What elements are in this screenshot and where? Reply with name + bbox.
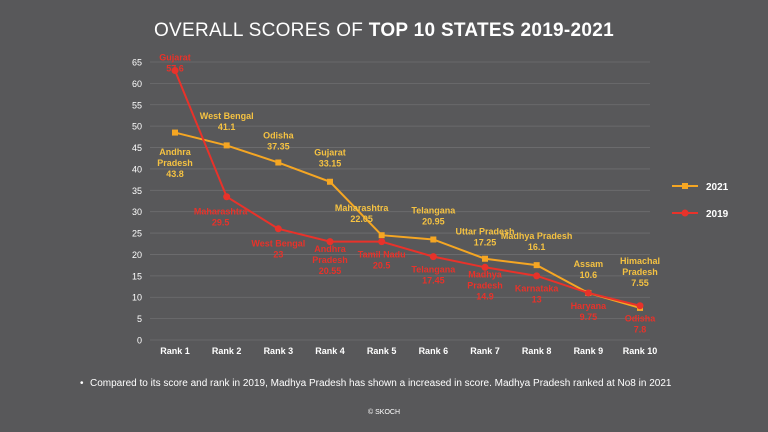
data-point-2021	[275, 159, 282, 166]
data-label-2021: Gujarat 33.15	[314, 148, 346, 169]
data-label-2021: Madhya Pradesh 16.1	[501, 231, 573, 252]
data-point-2019	[378, 238, 386, 246]
data-point-2019	[584, 289, 592, 297]
data-label-2021: Maharashtra 22.05	[335, 203, 390, 224]
data-label-2019: Odisha 7.8	[625, 314, 657, 335]
data-label-2021: Assam 10.6	[574, 259, 604, 280]
data-label-2019: Haryana 9.75	[571, 301, 608, 322]
data-point-2019	[223, 193, 231, 201]
data-label-2021: Uttar Pradesh 17.25	[455, 227, 514, 248]
y-tick-label: 25	[132, 229, 142, 239]
data-point-2019	[481, 263, 489, 271]
y-tick-label: 5	[137, 314, 142, 324]
data-label-2019: Madhya Pradesh 14.9	[467, 270, 503, 302]
data-label-2019: Maharashtra 29.5	[194, 207, 249, 228]
y-tick-label: 35	[132, 186, 142, 196]
legend-label-2021: 2021	[706, 182, 729, 193]
y-tick-label: 60	[132, 79, 142, 89]
data-point-2021	[378, 232, 385, 239]
data-label-2019: Telangana 17.45	[411, 264, 456, 285]
y-tick-label: 10	[132, 293, 142, 303]
data-label-2019: Andhra Pradesh 20.55	[312, 244, 348, 276]
footnote: • Compared to its score and rank in 2019,…	[80, 377, 690, 391]
data-point-2019	[533, 272, 541, 280]
x-tick-label: Rank 6	[419, 346, 449, 356]
series-line-2021	[174, 131, 641, 309]
y-tick-label: 20	[132, 250, 142, 260]
data-label-2019: Tamil Nadu 20.5	[358, 249, 406, 270]
data-label-2021: Himachal Pradesh 7.55	[620, 256, 660, 288]
y-tick-label: 50	[132, 122, 142, 132]
data-point-2021	[533, 262, 540, 269]
data-label-2021: Andhra Pradesh 43.8	[157, 147, 193, 179]
x-tick-label: Rank 4	[315, 346, 345, 356]
legend-marker-2021	[682, 183, 688, 189]
x-tick-label: Rank 7	[470, 346, 500, 356]
data-label-2019: West Bengal 23	[251, 239, 305, 260]
chart-title-prefix: OVERALL SCORES OF	[153, 20, 369, 41]
data-point-2019	[429, 253, 437, 261]
x-tick-label: Rank 1	[160, 346, 190, 356]
y-tick-label: 65	[132, 58, 142, 68]
x-tick-label: Rank 5	[367, 346, 397, 356]
chart-title-emphasis: TOP 10 STATES 2019-2021	[368, 20, 615, 41]
data-point-2021	[223, 142, 230, 149]
legend-marker-2019	[681, 209, 689, 217]
bullet-marker: •	[80, 378, 84, 389]
data-label-2021: West Bengal 41.1	[200, 111, 254, 132]
x-tick-label: Rank 9	[574, 346, 604, 356]
y-tick-label: 0	[137, 336, 142, 346]
copyright: © SKOCH	[368, 409, 400, 416]
data-label-2019: Karnataka 13	[515, 284, 560, 305]
x-tick-label: Rank 3	[264, 346, 294, 356]
chart-title: OVERALL SCORES OF TOP 10 STATES 2019-202…	[0, 20, 768, 42]
data-point-2019	[171, 67, 179, 75]
y-tick-label: 45	[132, 143, 142, 153]
footnote-text: Compared to its score and rank in 2019, …	[90, 378, 672, 389]
data-label-2021: Telangana 20.95	[411, 205, 456, 226]
data-label-2021: Odisha 37.35	[263, 130, 295, 151]
data-point-2019	[636, 302, 644, 310]
data-point-2019	[326, 238, 334, 246]
y-tick-label: 55	[132, 100, 142, 110]
data-point-2021	[172, 129, 178, 136]
data-point-2021	[482, 255, 488, 262]
y-tick-label: 15	[132, 271, 142, 281]
y-tick-label: 30	[132, 207, 142, 217]
x-tick-label: Rank 10	[623, 346, 658, 356]
series-line-2019	[174, 70, 641, 307]
x-tick-label: Rank 8	[522, 346, 552, 356]
data-label-2019: Gujarat 57.6	[159, 52, 191, 73]
y-tick-label: 40	[132, 164, 142, 174]
data-point-2021	[327, 178, 333, 185]
data-point-2019	[274, 225, 282, 233]
legend-label-2019: 2019	[706, 209, 729, 220]
data-point-2021	[430, 236, 437, 243]
x-tick-label: Rank 2	[212, 346, 242, 356]
